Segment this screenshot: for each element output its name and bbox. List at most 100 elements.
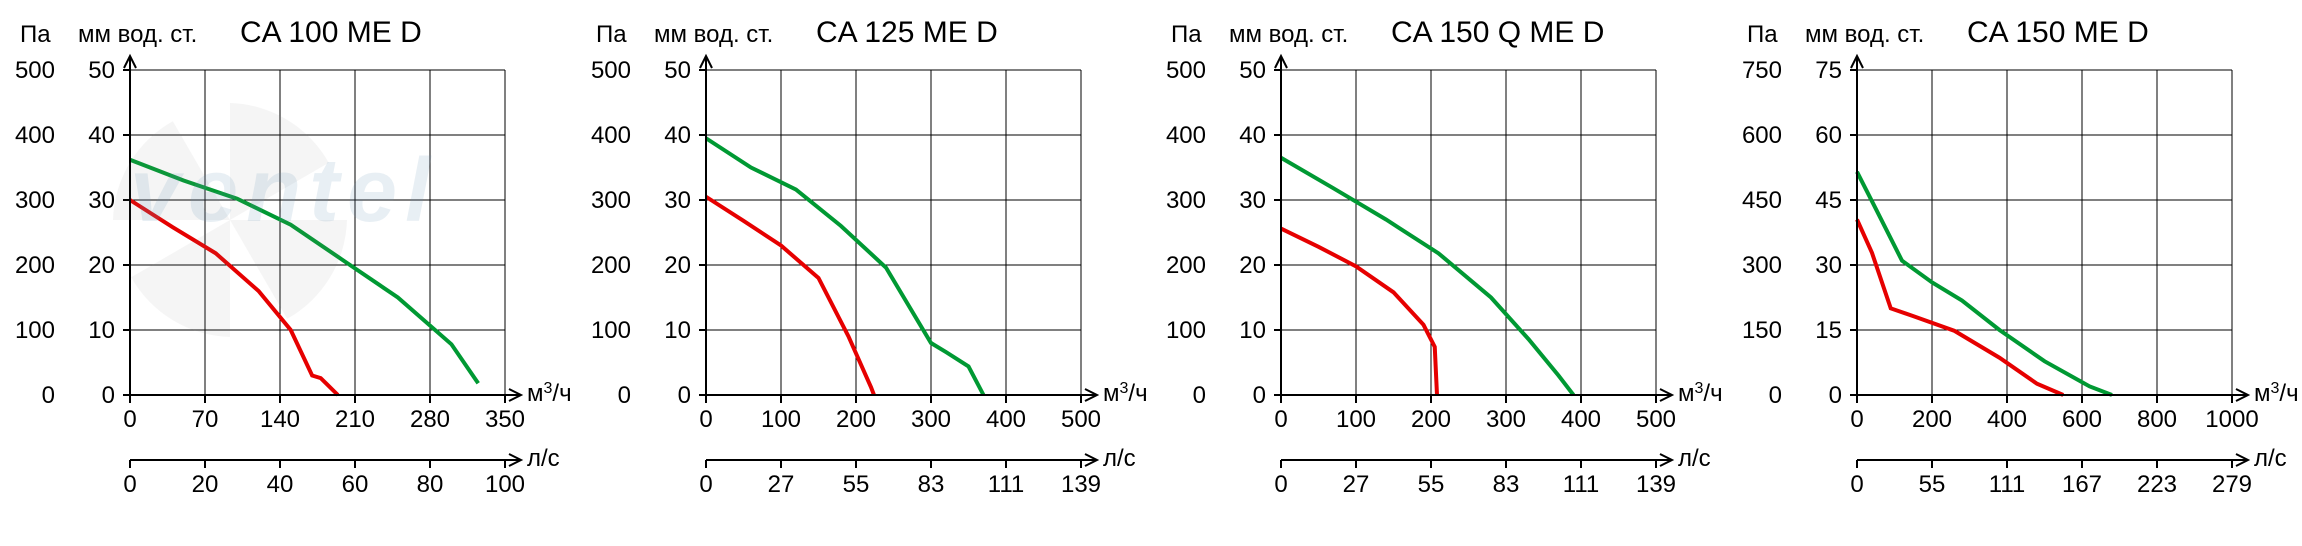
x2-tick-label: 55 <box>1418 471 1445 498</box>
x2-tick-label: 27 <box>1343 471 1370 498</box>
y1-tick-label: 750 <box>1741 57 1781 84</box>
x1-unit: м3/ч <box>1103 380 1148 407</box>
y2-tick-label: 40 <box>664 122 691 149</box>
green-curve <box>1281 158 1574 395</box>
x2-tick-label: 111 <box>1563 471 1599 498</box>
x2-unit: л/с <box>2254 445 2287 472</box>
y1-unit: Па <box>1747 21 1778 48</box>
x2-tick-label: 111 <box>1988 471 2024 498</box>
y2-tick-label: 30 <box>1239 187 1266 214</box>
y2-unit: мм вод. ст. <box>1805 21 1924 48</box>
x2-tick-label: 223 <box>2136 471 2176 498</box>
x2-unit: л/с <box>1103 445 1136 472</box>
x2-tick-label: 0 <box>1274 471 1287 498</box>
x1-tick-label: 600 <box>2061 406 2101 433</box>
x2-tick-label: 139 <box>1636 471 1676 498</box>
y2-unit: мм вод. ст. <box>78 21 197 48</box>
x1-tick-label: 210 <box>335 406 375 433</box>
y2-tick-label: 75 <box>1815 57 1842 84</box>
x1-tick-label: 280 <box>410 406 450 433</box>
x2-tick-label: 27 <box>767 471 794 498</box>
y1-tick-label: 200 <box>590 252 630 279</box>
y2-tick-label: 10 <box>664 317 691 344</box>
y1-tick-label: 500 <box>590 57 630 84</box>
y1-tick-label: 200 <box>1166 252 1206 279</box>
x1-tick-label: 100 <box>760 406 800 433</box>
y2-tick-label: 20 <box>1239 252 1266 279</box>
chart-panel-2: 0010010200203003040040500500100200300400… <box>1151 0 1727 541</box>
y2-tick-label: 10 <box>1239 317 1266 344</box>
x1-tick-label: 140 <box>260 406 300 433</box>
chart-title: CA 150 Q ME D <box>1391 16 1604 49</box>
x2-tick-label: 139 <box>1060 471 1100 498</box>
green-curve <box>706 138 984 395</box>
x1-tick-label: 500 <box>1636 406 1676 433</box>
chart-panel-1: 0010010200203003040040500500100200300400… <box>576 0 1152 541</box>
y1-tick-label: 200 <box>15 252 55 279</box>
x1-tick-label: 200 <box>1411 406 1451 433</box>
x1-tick-label: 0 <box>1274 406 1287 433</box>
y1-tick-label: 400 <box>590 122 630 149</box>
y2-tick-label: 30 <box>1815 252 1842 279</box>
x2-unit: л/с <box>527 445 560 472</box>
x2-tick-label: 100 <box>485 471 525 498</box>
x2-tick-label: 279 <box>2211 471 2251 498</box>
y1-tick-label: 300 <box>1166 187 1206 214</box>
x1-tick-label: 400 <box>1561 406 1601 433</box>
y1-tick-label: 150 <box>1741 317 1781 344</box>
x2-tick-label: 83 <box>917 471 944 498</box>
y1-tick-label: 300 <box>1741 252 1781 279</box>
x2-tick-label: 83 <box>1493 471 1520 498</box>
y1-tick-label: 400 <box>1166 122 1206 149</box>
chart-title: CA 125 ME D <box>816 16 998 49</box>
x1-tick-label: 0 <box>699 406 712 433</box>
x2-tick-label: 111 <box>987 471 1023 498</box>
x2-tick-label: 60 <box>342 471 369 498</box>
x1-tick-label: 400 <box>1986 406 2026 433</box>
y1-tick-label: 100 <box>1166 317 1206 344</box>
y1-tick-label: 450 <box>1741 187 1781 214</box>
y1-tick-label: 300 <box>590 187 630 214</box>
y1-tick-label: 100 <box>590 317 630 344</box>
x1-tick-label: 200 <box>835 406 875 433</box>
y1-tick-label: 600 <box>1741 122 1781 149</box>
y2-tick-label: 50 <box>664 57 691 84</box>
chart-title: CA 100 ME D <box>240 16 422 49</box>
chart-title: CA 150 ME D <box>1967 16 2149 49</box>
x2-tick-label: 0 <box>123 471 136 498</box>
x1-tick-label: 0 <box>123 406 136 433</box>
x2-tick-label: 20 <box>192 471 219 498</box>
y2-tick-label: 45 <box>1815 187 1842 214</box>
x1-tick-label: 400 <box>985 406 1025 433</box>
x2-unit: л/с <box>1678 445 1711 472</box>
x1-unit: м3/ч <box>527 380 572 407</box>
x1-tick-label: 300 <box>1486 406 1526 433</box>
y2-tick-label: 60 <box>1815 122 1842 149</box>
y2-tick-label: 40 <box>1239 122 1266 149</box>
y1-tick-label: 0 <box>617 382 630 409</box>
y2-unit: мм вод. ст. <box>1229 21 1348 48</box>
y2-tick-label: 15 <box>1815 317 1842 344</box>
y1-tick-label: 400 <box>15 122 55 149</box>
x1-tick-label: 300 <box>910 406 950 433</box>
y2-tick-label: 0 <box>1828 382 1841 409</box>
x1-tick-label: 0 <box>1850 406 1863 433</box>
x1-tick-label: 800 <box>2136 406 2176 433</box>
x2-tick-label: 0 <box>1850 471 1863 498</box>
x1-unit: м3/ч <box>2254 380 2299 407</box>
y1-tick-label: 500 <box>15 57 55 84</box>
x2-tick-label: 40 <box>267 471 294 498</box>
y2-tick-label: 30 <box>664 187 691 214</box>
y2-tick-label: 0 <box>102 382 115 409</box>
red-curve <box>1281 229 1437 395</box>
y1-tick-label: 100 <box>15 317 55 344</box>
y1-unit: Па <box>20 21 51 48</box>
y1-tick-label: 500 <box>1166 57 1206 84</box>
x1-tick-label: 200 <box>1911 406 1951 433</box>
chart-panel-0: ventel 001001020020300304004050050070140… <box>0 0 576 541</box>
x2-tick-label: 55 <box>842 471 869 498</box>
y2-tick-label: 50 <box>88 57 115 84</box>
y1-tick-label: 0 <box>1193 382 1206 409</box>
red-curve <box>1857 220 2063 396</box>
x2-tick-label: 55 <box>1918 471 1945 498</box>
